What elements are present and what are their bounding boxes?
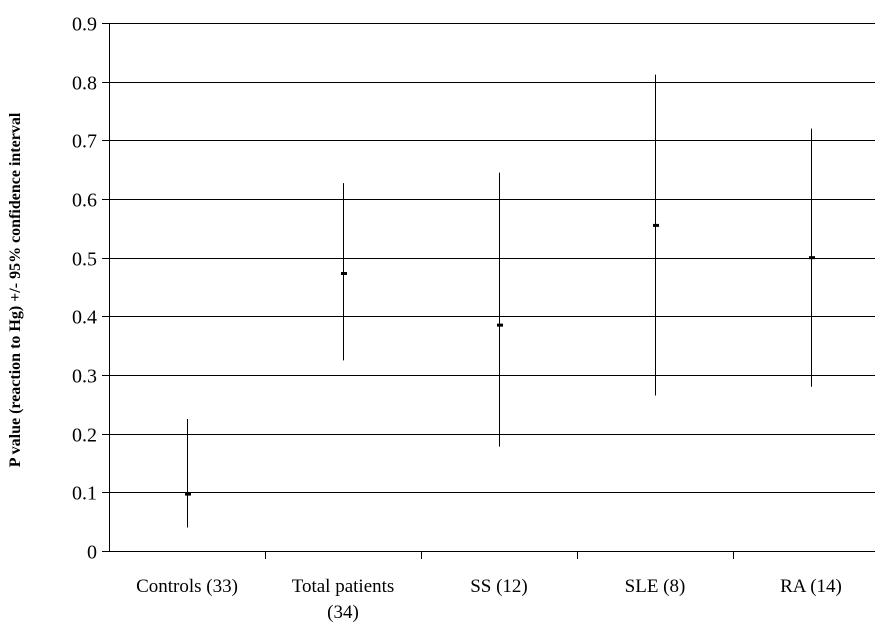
x-tick-label: SLE (8) xyxy=(625,576,686,597)
x-tick-label: SS (12) xyxy=(470,576,528,597)
y-tick-label: 0.5 xyxy=(72,249,97,271)
y-tick-label: 0.2 xyxy=(72,425,97,447)
series-error-bars xyxy=(185,74,815,528)
point-marker xyxy=(809,256,815,260)
x-tick-labels: Controls (33) Total patients (34) SS (12) SL… xyxy=(136,576,842,623)
y-tick-label: 0.7 xyxy=(72,131,97,153)
x-tick-label: Controls (33) xyxy=(136,576,238,597)
y-tick-label: 0.6 xyxy=(72,190,97,212)
y-tick-label: 0.8 xyxy=(72,73,97,95)
y-tick-label: 0.4 xyxy=(72,307,97,329)
y-tick-label: 0.3 xyxy=(72,366,97,388)
y-tick-label: 0.9 xyxy=(72,14,97,36)
point-marker xyxy=(185,492,191,496)
y-tick-label: 0.1 xyxy=(72,483,97,505)
x-tick-label: Total patients xyxy=(292,576,395,597)
point-marker xyxy=(653,223,659,227)
x-tick-label: (34) xyxy=(327,602,359,623)
y-tick-labels: 0 0.1 0.2 0.3 0.4 0.5 0.6 0.7 0.8 0.9 xyxy=(72,14,97,564)
axes xyxy=(102,23,875,559)
x-tick-label: RA (14) xyxy=(780,576,842,597)
y-tick-label: 0 xyxy=(87,542,97,564)
point-marker xyxy=(497,323,503,327)
point-marker xyxy=(341,272,347,276)
y-axis-title: P value (reaction to Hg) +/- 95% confide… xyxy=(7,112,24,467)
gridlines xyxy=(109,23,875,493)
